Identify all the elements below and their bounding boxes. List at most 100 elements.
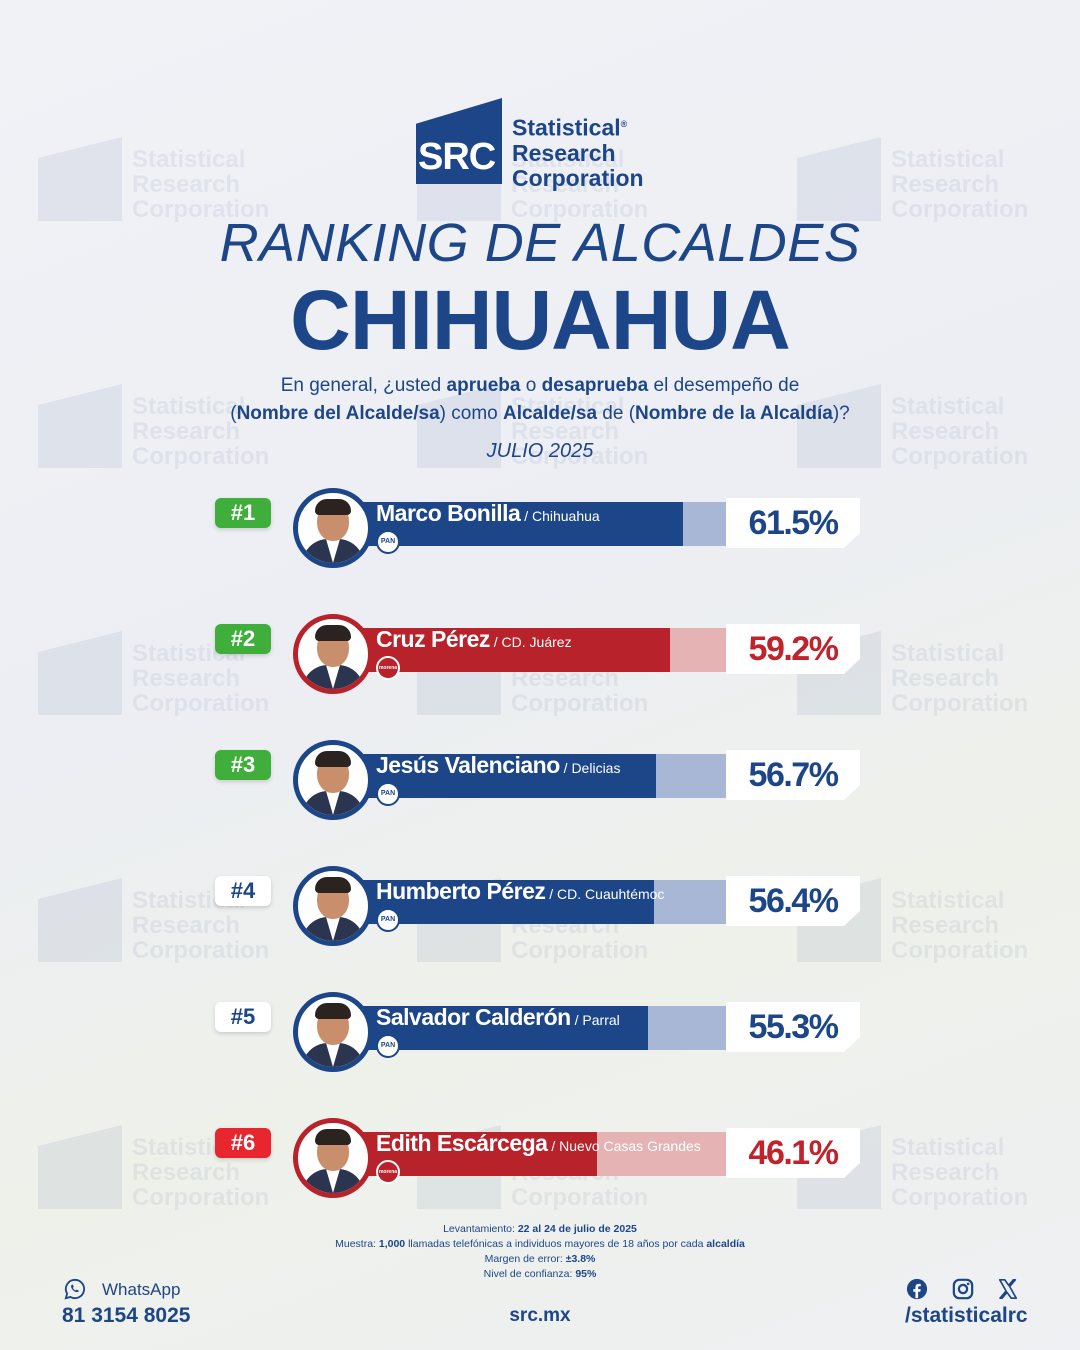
pan-party-icon: PAN [376, 908, 400, 932]
candidate-name: Marco Bonilla [376, 500, 521, 526]
x-icon[interactable] [997, 1278, 1019, 1300]
photo-hair [315, 877, 351, 893]
watermark-text: Statistical Research Corporation [511, 393, 649, 470]
meth-text: Muestra: [335, 1238, 379, 1250]
whatsapp-icon[interactable] [64, 1278, 86, 1300]
instagram-icon[interactable] [952, 1278, 974, 1300]
photo-hair [315, 625, 351, 641]
candidate-label: Marco Bonilla / Chihuahua [376, 500, 600, 527]
logo-mark: SRC [416, 98, 502, 184]
photo-hair [315, 751, 351, 767]
logo-line-1: Statistical [512, 114, 621, 141]
watermark-text: Statistical Research Corporation [132, 393, 270, 470]
logo-line-2: Research [512, 139, 616, 166]
methodology-line-1: Levantamiento: 22 al 24 de julio de 2025 [0, 1222, 1080, 1237]
meth-bold: 1,000 [378, 1238, 406, 1250]
meth-text: Margen de error: [484, 1253, 566, 1265]
question-line-1: En general, ¿usted aprueba o desaprueba … [0, 372, 1080, 400]
q-bold: desaprueba [541, 375, 649, 396]
q-bold: Nombre del Alcalde/sa [236, 403, 440, 424]
rank-badge: #3 [215, 750, 271, 780]
rank-badge: #2 [215, 624, 271, 654]
meth-text: Nivel de confianza: [483, 1268, 576, 1280]
q-text: de ( [597, 403, 636, 424]
pan-party-icon: PAN [376, 530, 400, 554]
candidate-photo [293, 992, 373, 1072]
logo-mark-text: SRC [418, 136, 496, 178]
candidate-city: / Chihuahua [520, 508, 600, 524]
candidate-label: Jesús Valenciano / Delicias [376, 752, 620, 779]
question-line-2: (Nombre del Alcalde/sa) como Alcalde/sa … [0, 400, 1080, 428]
page-subtitle: CHIHUAHUA [290, 273, 791, 367]
candidate-photo [293, 740, 373, 820]
rank-badge: #4 [215, 876, 271, 906]
value-label: 56.4% [726, 876, 860, 926]
q-text: ( [230, 403, 237, 424]
q-text: o [520, 375, 542, 396]
q-text: En general, ¿usted [280, 375, 447, 396]
whatsapp-label[interactable]: WhatsApp [102, 1280, 181, 1299]
candidate-city: / CD. Juárez [489, 634, 572, 650]
candidate-city: / Parral [570, 1012, 620, 1028]
watermark-text: Statistical Research Corporation [132, 887, 270, 964]
q-bold: aprueba [446, 375, 521, 396]
page-title: RANKING DE ALCALDES [219, 213, 861, 273]
candidate-city: / Nuevo Casas Grandes [547, 1138, 701, 1154]
candidate-name: Humberto Pérez [376, 878, 546, 904]
watermark-text: Statistical Research Corporation [891, 146, 1029, 223]
social-handle[interactable]: /statisticalrc [905, 1304, 1028, 1327]
value-label: 46.1% [726, 1128, 860, 1178]
logo-wordmark: Statistical® Research Corporation [512, 112, 644, 191]
meth-text: llamadas telefónicas a individuos mayore… [405, 1238, 707, 1250]
watermark-text: Statistical Research Corporation [891, 887, 1029, 964]
candidate-name: Edith Escárcega [376, 1130, 548, 1156]
candidate-city: / Delicias [559, 760, 621, 776]
candidate-label: Edith Escárcega / Nuevo Casas Grandes [376, 1130, 701, 1157]
pan-party-icon: PAN [376, 1034, 400, 1058]
website-link[interactable]: src.mx [509, 1305, 571, 1326]
registered-mark: ® [620, 119, 628, 129]
ranking-row: #2 Cruz Pérez / CD. Juárez morena 59.2% [0, 614, 1080, 694]
value-label: 55.3% [726, 1002, 860, 1052]
ranking-row: #6 Edith Escárcega / Nuevo Casas Grandes m… [0, 1118, 1080, 1198]
ranking-row: #4 Humberto Pérez / CD. Cuauhtémoc PAN 56.4… [0, 866, 1080, 946]
facebook-icon[interactable] [906, 1278, 928, 1300]
watermark-text: Statistical Research Corporation [891, 640, 1029, 717]
pan-party-icon: PAN [376, 782, 400, 806]
photo-hair [315, 499, 351, 515]
candidate-photo [293, 488, 373, 568]
methodology-line-4: Nivel de confianza: 95% [0, 1267, 1080, 1282]
candidate-label: Salvador Calderón / Parral [376, 1004, 620, 1031]
survey-date: JULIO 2025 [486, 440, 594, 462]
rank-badge: #1 [215, 498, 271, 528]
watermark-text: Statistical Research Corporation [132, 146, 270, 223]
value-label: 61.5% [726, 498, 860, 548]
meth-bold: 22 al 24 de julio de 2025 [517, 1223, 637, 1235]
ranking-row: #5 Salvador Calderón / Parral PAN 55.3% [0, 992, 1080, 1072]
value-label: 59.2% [726, 624, 860, 674]
candidate-label: Humberto Pérez / CD. Cuauhtémoc [376, 878, 664, 905]
meth-bold: 95% [575, 1268, 597, 1280]
watermark-mark [797, 137, 881, 221]
q-text: )? [832, 403, 850, 424]
q-bold: Nombre de la Alcaldía [635, 403, 833, 424]
candidate-city: / CD. Cuauhtémoc [545, 886, 665, 902]
candidate-name: Jesús Valenciano [376, 752, 560, 778]
value-label: 56.7% [726, 750, 860, 800]
rank-badge: #5 [215, 1002, 271, 1032]
candidate-label: Cruz Pérez / CD. Juárez [376, 626, 572, 653]
meth-bold: alcaldía [706, 1238, 745, 1250]
candidate-photo [293, 614, 373, 694]
logo-line-3: Corporation [512, 164, 644, 191]
src-logo: SRC Statistical® Research Corporation [416, 98, 676, 190]
watermark-mark [38, 137, 122, 221]
phone-number[interactable]: 81 3154 8025 [62, 1304, 191, 1327]
watermark-text: Statistical Research Corporation [891, 393, 1029, 470]
methodology-line-2: Muestra: 1,000 llamadas telefónicas a in… [0, 1237, 1080, 1252]
watermark-text: Statistical Research Corporation [891, 1134, 1029, 1211]
photo-hair [315, 1003, 351, 1019]
meth-text: Levantamiento: [443, 1223, 518, 1235]
morena-party-icon: morena [376, 1160, 400, 1184]
rank-badge: #6 [215, 1128, 271, 1158]
candidate-name: Cruz Pérez [376, 626, 490, 652]
